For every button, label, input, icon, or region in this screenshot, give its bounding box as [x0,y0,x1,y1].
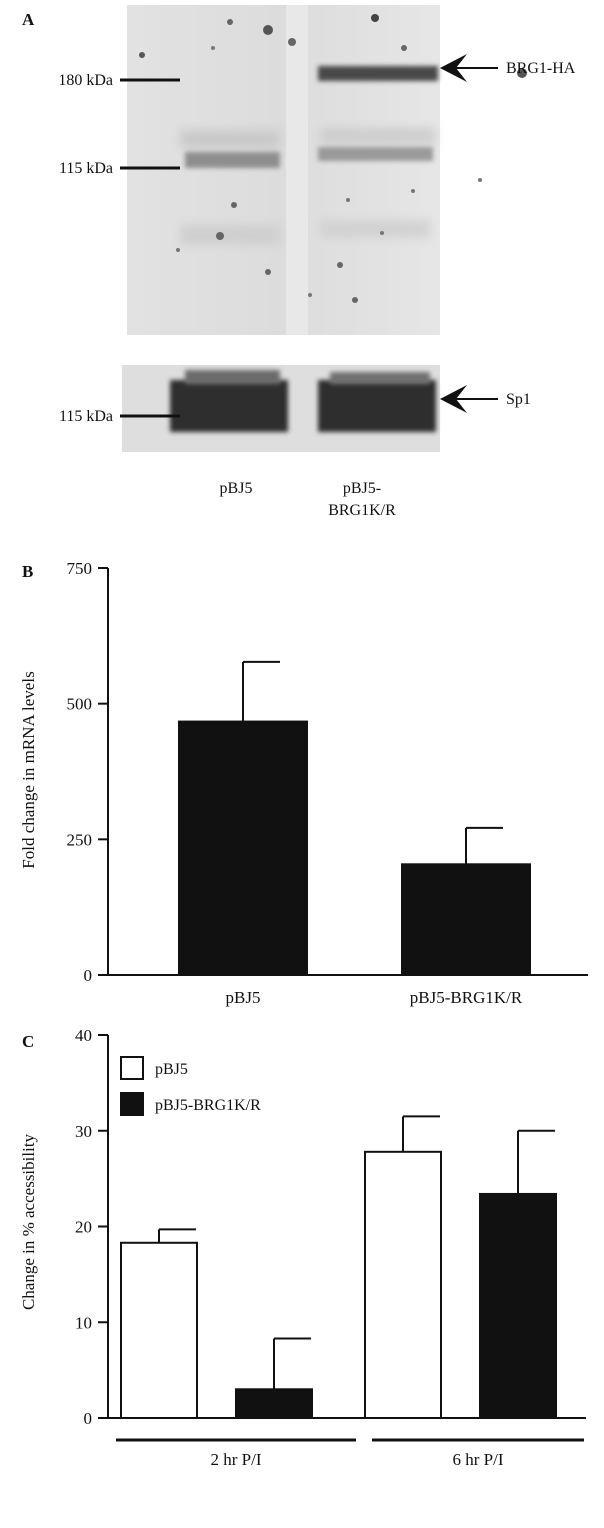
marker-115kda-label: 115 kDa [59,160,113,177]
top-blot-membrane [127,5,440,335]
panel-a: A [22,5,576,519]
legend-label-1: pBJ5-BRG1K/R [155,1097,261,1114]
y-tick-label-10: 10 [75,1313,92,1332]
y-tick-label-250: 250 [67,830,93,849]
legend-label-0: pBJ5 [155,1061,188,1078]
chart-b: 0 250 500 750 pBJ5 pBJ5-BRG1K/R [67,559,588,1007]
lane-label-pbj5-brg1kr-line2: BRG1K/R [328,502,396,519]
x-tick-label-0: pBJ5 [226,988,261,1007]
x-tick-label-1: pBJ5-BRG1K/R [410,988,523,1007]
brg1-ha-label: BRG1-HA [506,60,576,77]
legend: pBJ5 pBJ5-BRG1K/R [120,1056,261,1116]
band-115-lane2 [318,147,433,161]
bar-s0-c1 [364,1150,442,1419]
x-group-label-0: 2 hr P/I [211,1450,262,1469]
legend-swatch-1 [120,1092,144,1116]
y-tick-label-750: 750 [67,559,93,578]
y-tick-label-40: 40 [75,1026,92,1045]
legend-swatch-0 [120,1056,144,1080]
y-tick-label-0: 0 [84,1409,93,1428]
band-sp1-lane2 [318,380,436,432]
x-group-label-1: 6 hr P/I [453,1450,504,1469]
y-tick-label-500: 500 [67,695,93,714]
panel-a-letter: A [22,10,35,29]
panel-c: C Change in % accessibility 0 10 20 30 40 2 h… [19,1026,586,1469]
panel-b-letter: B [22,562,33,581]
bar-0 [178,720,308,976]
marker-180kda-label: 180 kDa [58,72,113,89]
panel-c-y-axis-title: Change in % accessibility [19,1133,38,1310]
y-tick-label-0: 0 [84,966,93,985]
chart-c: 0 10 20 30 40 2 hr P/I 6 hr P/I pBJ5 pBJ5-BRG1K/… [75,1026,586,1469]
top-blot [127,5,440,335]
arrow-brg1-ha [440,54,498,82]
bar-1 [401,863,531,977]
bottom-blot [122,365,440,452]
lane-label-pbj5: pBJ5 [220,480,253,497]
panel-c-letter: C [22,1032,34,1051]
y-tick-label-30: 30 [75,1122,92,1141]
y-tick-label-20: 20 [75,1218,92,1237]
lane-label-pbj5-brg1kr-line1: pBJ5- [343,480,381,497]
band-115-lane1 [185,152,280,168]
panel-b-y-axis-title: Fold change in mRNA levels [19,671,38,868]
panel-b: B Fold change in mRNA levels 0 250 500 750 p… [19,559,588,1007]
bar-s0-c0 [120,1241,198,1419]
band-brg1-ha [318,66,438,81]
arrow-sp1 [440,385,498,413]
bar-s1-c1 [479,1192,557,1419]
bar-s1-c0 [235,1388,313,1420]
marker-115kda-sp1-label: 115 kDa [59,408,113,425]
band-sp1-lane1 [170,380,288,432]
sp1-label: Sp1 [506,391,531,408]
